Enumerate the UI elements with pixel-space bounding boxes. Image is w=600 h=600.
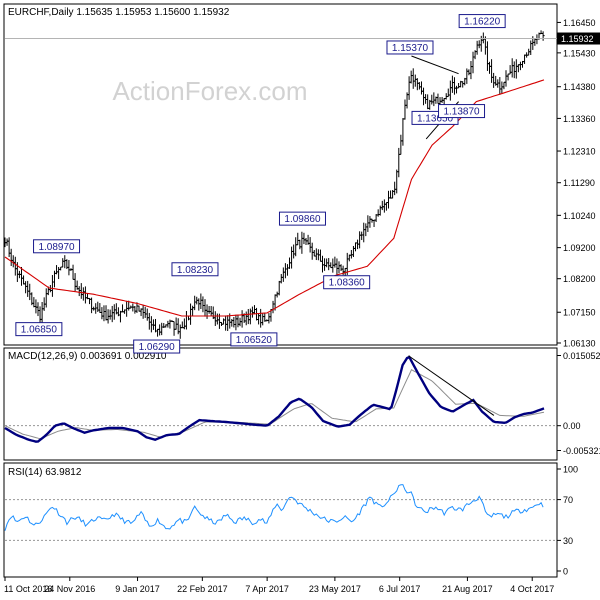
price-y-tick-label: 1.13360 bbox=[563, 114, 596, 124]
macd-panel-header: MACD(12,26,9) 0.003691 0.002910 bbox=[8, 351, 167, 362]
price-annotation: 1.06520 bbox=[230, 332, 278, 347]
price-y-tick-label: 1.10240 bbox=[563, 211, 596, 221]
macd-trendline bbox=[408, 355, 495, 416]
price-annotation-box bbox=[438, 104, 486, 119]
x-axis-tick-label: 11 Oct 2016 bbox=[4, 584, 52, 594]
price-annotation: 1.13870 bbox=[438, 104, 486, 119]
price-annotation-box bbox=[323, 275, 371, 290]
macd-y-tick-label: 0.015052 bbox=[563, 351, 600, 361]
price-annotation-label: 1.15370 bbox=[392, 43, 429, 54]
price-y-tick-label: 1.09200 bbox=[563, 243, 596, 253]
price-panel-header: EURCHF,Daily 1.15635 1.15953 1.15600 1.1… bbox=[8, 7, 230, 18]
rsi-layer: 100 70 30 0 bbox=[4, 465, 578, 577]
x-axis-tick-label: 4 Oct 2017 bbox=[510, 584, 554, 594]
price-annotation: 1.06850 bbox=[15, 322, 63, 337]
price-y-tick-label: 1.16450 bbox=[563, 18, 596, 28]
rsi-y-tick-label: 30 bbox=[563, 536, 573, 546]
macd-panel-frame bbox=[3, 347, 558, 461]
price-annotation-box bbox=[458, 14, 506, 29]
price-annotation-label: 1.08970 bbox=[38, 242, 75, 253]
price-annotation-box bbox=[278, 211, 326, 226]
price-annotation-box bbox=[133, 339, 181, 354]
x-axis-tick-label: 22 Feb 2017 bbox=[177, 584, 228, 594]
price-y-tick-label: 1.08200 bbox=[563, 274, 596, 284]
price-annotation-label: 1.06290 bbox=[139, 342, 176, 353]
price-annotation: 1.08360 bbox=[323, 275, 371, 290]
price-annotation-label: 1.08230 bbox=[177, 265, 214, 276]
rsi-panel-frame bbox=[3, 462, 558, 578]
price-panel-frame bbox=[3, 3, 558, 346]
rsi-panel-header: RSI(14) 63.9812 bbox=[8, 467, 82, 478]
price-annotation: 1.08230 bbox=[171, 262, 219, 277]
price-y-tick-label: 1.12310 bbox=[563, 147, 596, 157]
price-y-tick-label: 1.14380 bbox=[563, 82, 596, 92]
watermark: ActionForex.com bbox=[112, 76, 307, 106]
macd-y-tick-label: -0.005321 bbox=[563, 446, 600, 456]
current-price-box bbox=[557, 32, 600, 45]
price-axis: 1.06130 1.07150 1.08200 1.09200 1.10240 1.112… bbox=[557, 18, 596, 349]
price-annotation-label: 1.06520 bbox=[236, 335, 273, 346]
x-axis-tick-label: 7 Apr 2017 bbox=[245, 584, 289, 594]
price-annotation: 1.15370 bbox=[386, 40, 434, 55]
price-y-tick-label: 1.07150 bbox=[563, 308, 596, 318]
price-annotation-label: 1.13870 bbox=[443, 107, 480, 118]
price-annotation-box bbox=[171, 262, 219, 277]
price-annotation: 1.08970 bbox=[33, 239, 81, 254]
price-annotation-label: 1.13650 bbox=[417, 113, 454, 124]
price-annotation-box bbox=[386, 40, 434, 55]
price-annotation: 1.16220 bbox=[458, 14, 506, 29]
price-annotation-label: 1.09860 bbox=[284, 214, 321, 225]
macd-layer: 0.015052 0.00 -0.005321 bbox=[4, 351, 600, 456]
current-price-label: 1.15932 bbox=[561, 34, 594, 44]
rsi-y-tick-label: 0 bbox=[563, 567, 568, 577]
price-annotation-box bbox=[33, 239, 81, 254]
rsi-y-tick-label: 70 bbox=[563, 495, 573, 505]
price-bars bbox=[3, 30, 545, 339]
price-y-tick-label: 1.11290 bbox=[563, 178, 595, 188]
price-y-tick-label: 1.06130 bbox=[563, 339, 596, 349]
x-axis-tick-label: 21 Aug 2017 bbox=[442, 584, 493, 594]
price-trendline bbox=[411, 55, 459, 75]
price-annotation-label: 1.06850 bbox=[21, 325, 58, 336]
moving-average-line bbox=[4, 79, 545, 317]
x-axis-tick-label: 6 Jul 2017 bbox=[379, 584, 421, 594]
price-annotation: 1.06290 bbox=[133, 339, 181, 354]
x-axis-tick-label: 9 Jan 2017 bbox=[115, 584, 160, 594]
x-axis-tick-label: 24 Nov 2016 bbox=[44, 584, 95, 594]
rsi-y-tick-label: 100 bbox=[563, 465, 578, 475]
price-y-tick-label: 1.15430 bbox=[563, 48, 596, 58]
price-sma-layer bbox=[4, 79, 545, 317]
price-annotation-label: 1.16220 bbox=[464, 17, 501, 28]
x-axis-tick-label: 23 May 2017 bbox=[309, 584, 361, 594]
price-annotation-label: 1.08360 bbox=[329, 278, 366, 289]
price-annotation-box bbox=[15, 322, 63, 337]
price-annotation-box bbox=[230, 332, 278, 347]
price-annotations: 1.08970 1.06850 1.08230 1.06290 1.06520 1.098… bbox=[15, 14, 506, 354]
macd-line bbox=[4, 355, 545, 443]
rsi-line bbox=[4, 484, 544, 531]
current-price-marker: 1.15932 bbox=[5, 32, 600, 45]
macd-y-tick-label: 0.00 bbox=[563, 421, 581, 431]
price-annotation: 1.09860 bbox=[278, 211, 326, 226]
